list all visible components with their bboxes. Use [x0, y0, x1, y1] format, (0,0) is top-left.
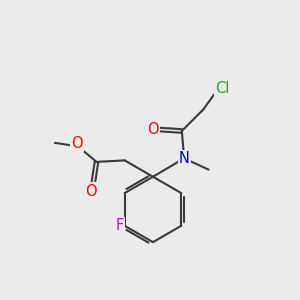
Text: O: O	[71, 136, 82, 151]
Text: O: O	[148, 122, 159, 137]
Text: N: N	[179, 151, 190, 166]
Text: F: F	[115, 218, 123, 233]
Text: O: O	[85, 184, 96, 199]
Text: Cl: Cl	[215, 81, 229, 96]
